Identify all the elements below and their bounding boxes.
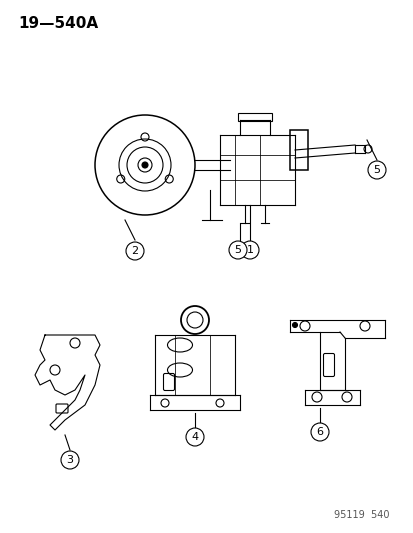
Circle shape (142, 162, 147, 168)
Circle shape (126, 242, 144, 260)
Circle shape (240, 241, 259, 259)
Circle shape (185, 428, 204, 446)
Circle shape (292, 322, 297, 327)
Circle shape (228, 241, 247, 259)
Text: 19—540A: 19—540A (18, 16, 98, 31)
Circle shape (61, 451, 79, 469)
Text: 5: 5 (373, 165, 380, 175)
Text: 3: 3 (66, 455, 74, 465)
Circle shape (310, 423, 328, 441)
Text: 5: 5 (234, 245, 241, 255)
Circle shape (367, 161, 385, 179)
Text: 4: 4 (191, 432, 198, 442)
Text: 95119  540: 95119 540 (334, 510, 389, 520)
Text: 1: 1 (246, 245, 253, 255)
Text: 2: 2 (131, 246, 138, 256)
Text: 6: 6 (316, 427, 323, 437)
